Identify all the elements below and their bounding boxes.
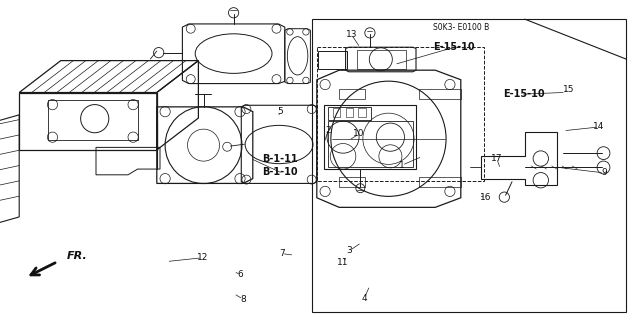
Text: 13: 13	[346, 30, 357, 39]
Text: 17: 17	[491, 154, 502, 163]
Text: E-15-10: E-15-10	[433, 42, 476, 52]
Text: 12: 12	[196, 253, 208, 262]
Bar	[317, 47, 484, 181]
Text: 9: 9	[602, 168, 607, 177]
Text: B-1-10: B-1-10	[262, 167, 298, 177]
Text: 4: 4	[362, 294, 367, 303]
Text: 10: 10	[353, 130, 365, 138]
Text: 3: 3	[347, 246, 352, 255]
Text: 16: 16	[480, 193, 492, 202]
Bar	[312, 19, 626, 312]
Text: B-1-11: B-1-11	[262, 154, 298, 165]
Text: E-15-10: E-15-10	[502, 89, 545, 99]
Text: 1: 1	[399, 161, 404, 170]
Text: 14: 14	[593, 122, 605, 131]
Text: 2: 2	[326, 126, 331, 135]
Text: 7: 7	[279, 249, 284, 258]
Text: S0K3- E0100 B: S0K3- E0100 B	[433, 23, 489, 32]
Text: 6: 6	[238, 271, 243, 279]
Text: 11: 11	[337, 258, 349, 267]
Text: 15: 15	[563, 85, 574, 94]
Text: 8: 8	[241, 295, 246, 304]
Text: 5: 5	[277, 107, 282, 115]
Text: FR.: FR.	[67, 251, 88, 261]
